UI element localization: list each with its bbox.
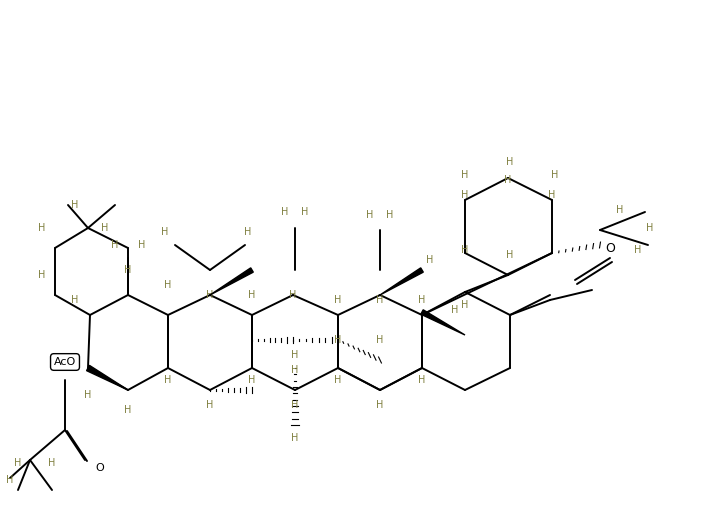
Text: H: H — [418, 295, 426, 305]
Text: H: H — [138, 240, 145, 250]
Text: H: H — [426, 255, 433, 265]
Text: H: H — [6, 475, 14, 485]
Text: H: H — [71, 295, 78, 305]
Polygon shape — [86, 365, 128, 390]
Polygon shape — [380, 268, 423, 295]
Text: H: H — [634, 245, 642, 255]
Text: H: H — [462, 170, 469, 180]
Text: H: H — [125, 265, 132, 275]
Text: H: H — [207, 290, 214, 300]
Text: H: H — [244, 227, 252, 237]
Text: H: H — [102, 223, 109, 233]
Text: H: H — [377, 335, 384, 345]
Text: H: H — [292, 350, 299, 360]
Text: H: H — [282, 207, 289, 217]
Text: O: O — [96, 463, 104, 473]
Text: H: H — [377, 400, 384, 410]
Text: H: H — [504, 175, 512, 185]
Text: H: H — [418, 375, 426, 385]
Text: H: H — [462, 300, 469, 310]
Text: H: H — [552, 170, 559, 180]
Text: H: H — [164, 280, 171, 290]
Text: H: H — [38, 270, 45, 280]
Text: H: H — [125, 405, 132, 415]
Text: H: H — [14, 458, 22, 468]
Polygon shape — [420, 310, 465, 335]
Text: H: H — [451, 305, 459, 315]
Polygon shape — [210, 268, 253, 295]
Text: O: O — [605, 242, 615, 254]
Text: H: H — [366, 210, 374, 220]
Text: H: H — [292, 400, 299, 410]
Text: H: H — [462, 245, 469, 255]
Text: H: H — [616, 205, 624, 215]
Text: H: H — [334, 375, 342, 385]
Text: H: H — [164, 375, 171, 385]
Text: H: H — [112, 240, 119, 250]
Text: H: H — [387, 210, 394, 220]
Text: H: H — [207, 400, 214, 410]
Text: AcO: AcO — [54, 357, 76, 367]
Text: H: H — [84, 390, 91, 400]
Text: H: H — [48, 458, 55, 468]
Text: H: H — [289, 290, 297, 300]
Text: H: H — [71, 200, 78, 210]
Text: H: H — [334, 335, 342, 345]
Text: H: H — [549, 190, 556, 200]
Text: H: H — [334, 295, 342, 305]
Text: H: H — [506, 250, 513, 260]
Text: H: H — [292, 365, 299, 375]
Text: H: H — [248, 290, 256, 300]
Text: H: H — [506, 157, 513, 167]
Text: H: H — [377, 295, 384, 305]
Text: H: H — [248, 375, 256, 385]
Text: H: H — [647, 223, 654, 233]
Text: H: H — [301, 207, 309, 217]
Text: H: H — [462, 190, 469, 200]
Text: H: H — [38, 223, 45, 233]
Text: H: H — [292, 433, 299, 443]
Text: H: H — [161, 227, 168, 237]
